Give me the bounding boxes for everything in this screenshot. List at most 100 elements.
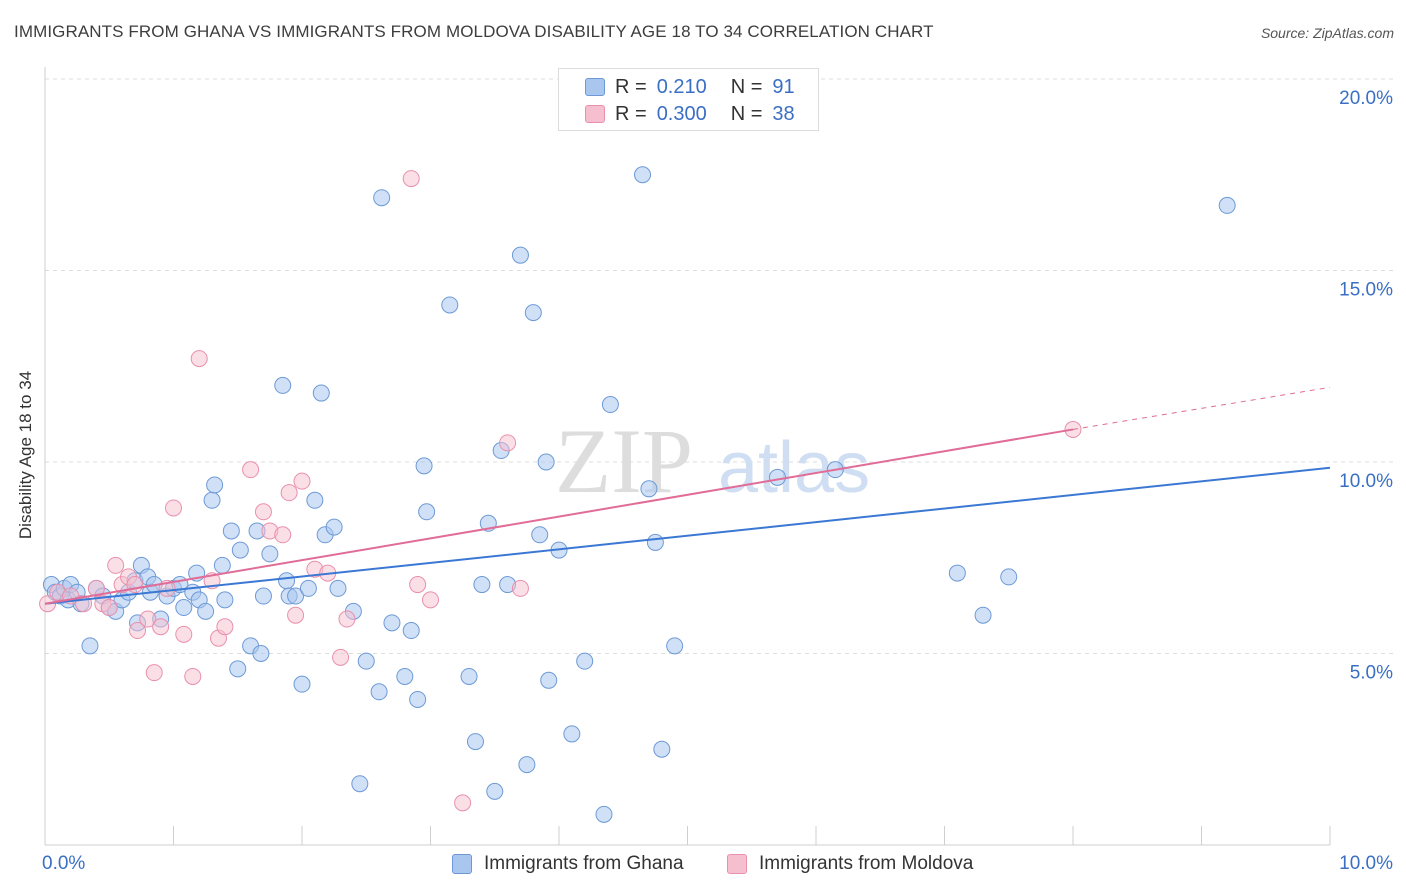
moldova-point — [274, 526, 292, 544]
ghana-swatch — [585, 78, 605, 96]
x-tick-label: 10.0% — [1339, 853, 1393, 874]
ghana-point — [373, 189, 391, 207]
ghana-point — [252, 645, 270, 662]
ghana-point — [1000, 568, 1018, 586]
ghana-point — [948, 564, 966, 582]
ghana-point — [441, 296, 459, 314]
bottom-legend-moldova: Immigrants from Moldova — [727, 852, 973, 876]
legend-r-label: R = — [615, 102, 647, 125]
moldova-point — [175, 625, 193, 643]
ghana-point — [329, 579, 347, 597]
ghana-point — [213, 556, 231, 574]
ghana-point — [595, 805, 613, 823]
ghana-point — [640, 480, 658, 498]
moldova-point — [242, 461, 260, 479]
ghana-point — [540, 671, 558, 689]
ghana-point — [511, 246, 529, 264]
ghana-point — [1218, 196, 1236, 214]
moldova-swatch — [585, 105, 605, 123]
moldova-swatch — [727, 854, 747, 874]
ghana-point — [537, 453, 555, 471]
ghana-point — [222, 522, 240, 540]
moldova-point — [107, 556, 125, 574]
legend-n-label: N = — [730, 75, 763, 98]
source-note: Source: ZipAtlas.com — [1260, 25, 1394, 41]
moldova-point — [338, 610, 356, 628]
ghana-point — [531, 526, 549, 544]
moldova-point — [165, 499, 182, 517]
ghana-point — [293, 675, 311, 693]
ghana-point — [261, 545, 279, 563]
bottom-legend-label: Immigrants from Ghana — [484, 853, 684, 874]
ghana-point — [306, 491, 324, 509]
y-tick-label: 10.0% — [1339, 471, 1393, 492]
ghana-point — [370, 683, 388, 701]
legend-row-ghana: R = 0.210 N = 91 — [585, 75, 795, 99]
ghana-point — [418, 503, 436, 521]
ghana-point — [486, 782, 504, 800]
chart-title: IMMIGRANTS FROM GHANA VS IMMIGRANTS FROM… — [14, 22, 934, 41]
moldova-point — [100, 599, 118, 617]
ghana-point — [415, 457, 433, 475]
ghana-point — [601, 396, 619, 414]
ghana-swatch — [452, 854, 472, 874]
ghana-point — [278, 572, 296, 590]
ghana-point — [325, 518, 343, 536]
moldova-point — [216, 618, 234, 636]
ghana-point — [206, 476, 224, 494]
ghana-point — [203, 491, 221, 509]
ghana-point — [197, 602, 215, 620]
moldova-point — [87, 579, 105, 597]
ghana-point — [768, 468, 786, 486]
legend-n-value: 38 — [772, 102, 795, 125]
moldova-trendline-extension — [1072, 386, 1331, 430]
y-tick-label: 15.0% — [1339, 280, 1393, 301]
moldova-point — [145, 664, 163, 682]
moldova-point — [287, 606, 305, 624]
ghana-point — [653, 740, 671, 758]
moldova-point — [152, 618, 170, 636]
ghana-point — [231, 541, 249, 559]
moldova-point — [511, 579, 529, 597]
ghana-point — [666, 637, 684, 655]
ghana-point — [287, 587, 305, 605]
ghana-point — [312, 384, 330, 402]
legend-n-value: 91 — [772, 75, 795, 98]
moldova-point — [499, 434, 517, 452]
ghana-point — [409, 690, 427, 708]
moldova-point — [454, 794, 472, 812]
moldova-point — [184, 667, 202, 685]
ghana-point — [351, 775, 369, 793]
ghana-trendline — [44, 466, 1331, 605]
bottom-legend-ghana: Immigrants from Ghana — [452, 852, 684, 876]
moldova-points — [39, 170, 1082, 812]
y-tick-label: 5.0% — [1350, 663, 1393, 684]
x-tick-label: 0.0% — [42, 853, 85, 874]
ghana-point — [402, 622, 420, 640]
moldova-point — [280, 484, 298, 502]
ghana-point — [175, 599, 193, 617]
y-axis-label: Disability Age 18 to 34 — [16, 370, 35, 540]
ghana-point — [216, 591, 234, 609]
ghana-point — [646, 533, 664, 551]
correlation-legend: R = 0.210 N = 91 R = 0.300 N = 38 — [558, 68, 819, 131]
ghana-point — [383, 614, 401, 632]
legend-r-value: 0.300 — [656, 102, 707, 125]
ghana-point — [229, 660, 247, 678]
ghana-point — [974, 606, 992, 624]
ghana-point — [254, 587, 272, 605]
ghana-point — [473, 576, 491, 594]
moldova-point — [293, 472, 311, 490]
legend-r-value: 0.210 — [656, 75, 707, 98]
ghana-point — [518, 756, 536, 774]
legend-row-moldova: R = 0.300 N = 38 — [585, 102, 795, 126]
moldova-point — [422, 591, 439, 609]
moldova-point — [402, 170, 420, 188]
watermark-zip: ZIP — [555, 410, 693, 512]
moldova-point — [254, 503, 272, 521]
ghana-point — [396, 667, 414, 685]
ghana-point — [563, 725, 581, 743]
ghana-point — [460, 667, 478, 685]
ghana-point — [466, 733, 484, 751]
